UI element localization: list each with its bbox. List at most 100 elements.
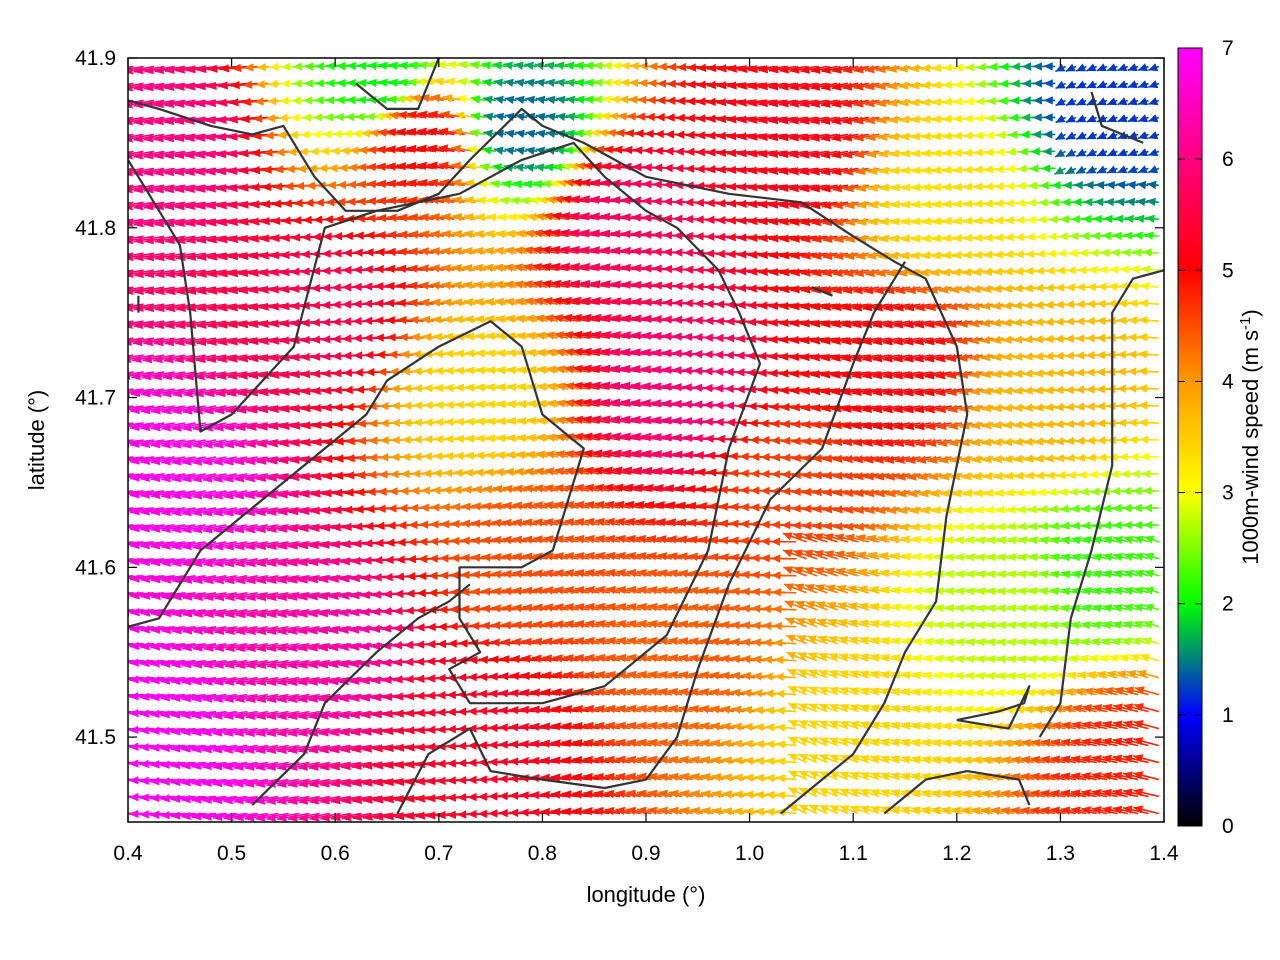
wind-vector (787, 753, 807, 764)
wind-vector (1010, 806, 1035, 815)
wind-vector (1021, 96, 1035, 105)
wind-vector (1060, 789, 1087, 798)
wind-vector (770, 537, 797, 546)
wind-vector (1030, 789, 1056, 798)
y-tick-label: 41.7 (75, 387, 116, 410)
wind-vector (1064, 166, 1077, 175)
wind-vector (470, 78, 486, 87)
wind-vector (1102, 754, 1128, 764)
wind-vector (1042, 147, 1056, 156)
wind-vector (1054, 149, 1066, 158)
wind-vector (1134, 686, 1160, 696)
wind-vector (1101, 788, 1128, 798)
wind-vector (1138, 316, 1159, 325)
x-tick-label: 1.1 (839, 842, 868, 865)
wind-vector (1081, 772, 1108, 781)
wind-vector (1001, 756, 1025, 765)
wind-vector (1081, 587, 1097, 596)
wind-vector (668, 772, 693, 781)
wind-vector (1148, 63, 1160, 72)
wind-vector (1127, 148, 1139, 157)
wind-vector (839, 788, 859, 798)
wind-vector (1125, 197, 1139, 207)
wind-vector (647, 806, 673, 815)
wind-vector (787, 719, 807, 730)
wind-vector (593, 789, 621, 799)
wind-vector (1137, 114, 1149, 123)
wind-vector (818, 754, 838, 764)
wind-vector (1122, 754, 1149, 764)
wind-vector (1115, 197, 1128, 207)
wind-vector (1143, 586, 1160, 595)
wind-vector (490, 179, 507, 189)
wind-vector (1049, 570, 1066, 579)
wind-vector (1137, 401, 1159, 410)
wind-vector (1122, 737, 1149, 747)
wind-vector (775, 774, 797, 783)
wind-vector (1081, 789, 1108, 798)
wind-vectors (128, 60, 1160, 822)
wind-vector (1096, 80, 1108, 89)
wind-vector (1040, 738, 1066, 747)
wind-vector (1137, 63, 1149, 72)
wind-vector (1011, 739, 1035, 748)
wind-vector (1030, 806, 1056, 815)
wind-vector (1133, 771, 1160, 781)
wind-vector (1117, 80, 1129, 89)
wind-vector (1112, 788, 1139, 798)
wind-vector (1106, 148, 1118, 157)
wind-vector (1086, 114, 1097, 123)
wind-vector (1060, 772, 1087, 781)
wind-vector (658, 738, 683, 747)
wind-vector (615, 806, 641, 816)
wind-vector (1055, 131, 1066, 141)
wind-vector (583, 755, 610, 765)
wind-vector (1117, 148, 1129, 157)
wind-vector (494, 112, 507, 122)
wind-vector (1020, 772, 1045, 782)
x-tick-label: 0.4 (113, 842, 143, 865)
wind-vector (1075, 80, 1087, 89)
wind-vector (1147, 180, 1159, 190)
wind-vector (679, 755, 704, 765)
wind-vector (1065, 131, 1077, 141)
wind-vector (525, 95, 538, 105)
wind-vector (798, 804, 818, 815)
wind-vector (1071, 553, 1087, 562)
wind-vector (808, 720, 828, 730)
wind-vector (504, 129, 517, 139)
wind-vector (626, 755, 652, 764)
y-tick-label: 41.9 (75, 47, 116, 70)
wind-vector (1106, 114, 1118, 123)
wind-vector (1091, 789, 1118, 798)
wind-vector (1143, 620, 1160, 629)
wind-vector (1065, 148, 1077, 158)
wind-vector (1040, 755, 1066, 764)
wind-vector (583, 789, 610, 799)
wind-vector (1071, 738, 1097, 747)
wind-vector (1055, 80, 1066, 90)
wind-vector (1060, 806, 1087, 815)
wind-vector (1134, 214, 1149, 223)
wind-vector (1060, 536, 1077, 545)
wind-vector (798, 770, 818, 781)
wind-vector (1032, 62, 1045, 71)
wind-vector (1002, 739, 1025, 748)
wind-vector (1091, 604, 1108, 613)
wind-vector (1143, 603, 1160, 612)
wind-vector (535, 95, 548, 105)
colorbar-gradient (1177, 47, 1203, 827)
wind-vector (818, 737, 838, 747)
wind-vector (775, 740, 797, 749)
wind-vector (562, 722, 590, 731)
wind-vector (1096, 131, 1108, 140)
wind-vector (818, 720, 838, 730)
wind-vector (1043, 96, 1056, 105)
wind-vector (1143, 520, 1159, 530)
wind-vector (1060, 738, 1087, 747)
wind-vector (1137, 367, 1159, 376)
wind-vector (1136, 180, 1149, 190)
wind-vector (1065, 97, 1077, 107)
wind-vector (1139, 282, 1159, 291)
wind-vector (1060, 553, 1077, 562)
